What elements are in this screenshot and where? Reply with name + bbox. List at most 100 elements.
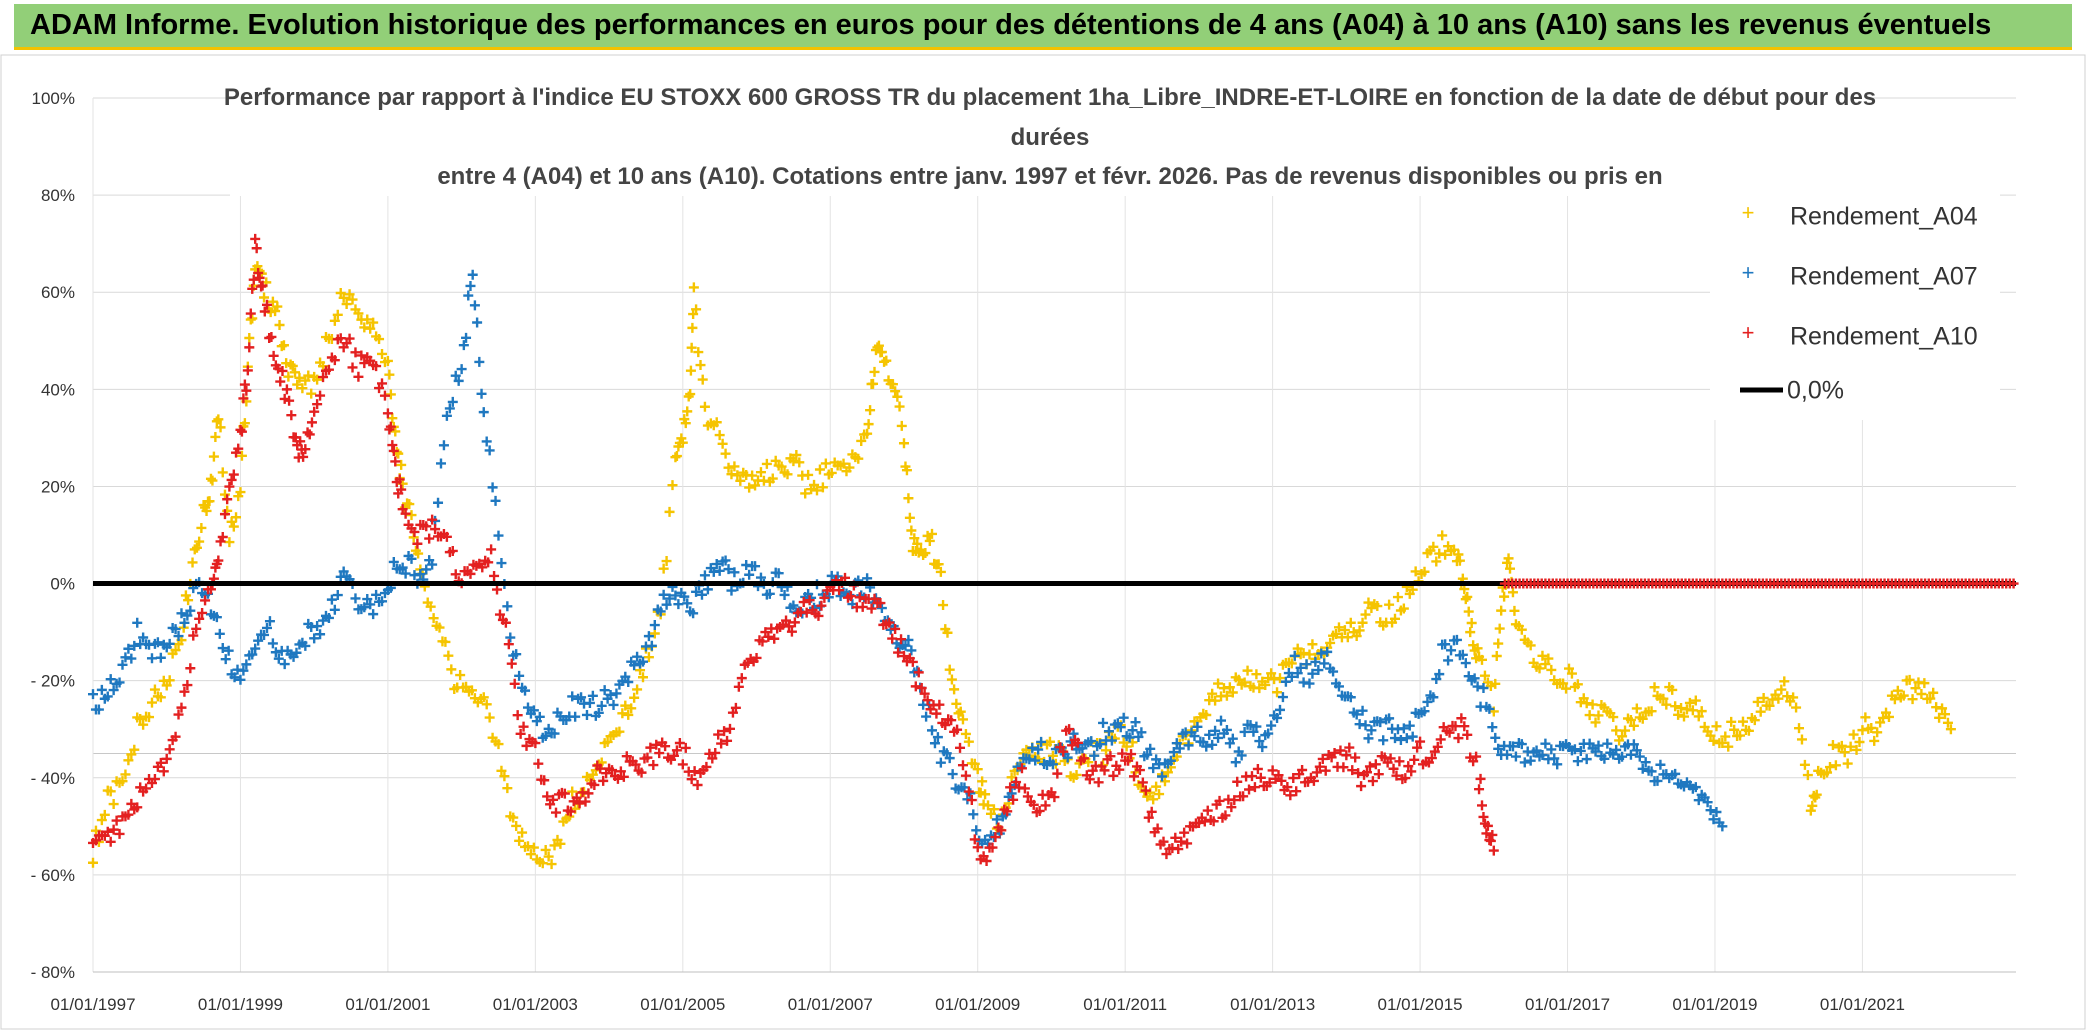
data-point — [1277, 692, 1288, 703]
data-point — [525, 849, 536, 860]
data-point — [283, 371, 294, 382]
data-point — [1363, 597, 1374, 608]
data-point — [1266, 720, 1277, 731]
data-point — [671, 451, 682, 462]
data-point — [791, 449, 802, 460]
data-point — [1910, 683, 1921, 694]
data-point — [1044, 736, 1055, 747]
data-point — [1115, 722, 1126, 733]
data-point — [629, 660, 640, 671]
data-point — [567, 691, 578, 702]
data-point — [1485, 835, 1496, 846]
data-point — [1360, 609, 1371, 620]
data-point — [1078, 753, 1089, 764]
data-point — [764, 588, 775, 599]
data-point — [688, 282, 699, 293]
data-point — [273, 653, 284, 664]
data-point — [927, 528, 938, 539]
data-point — [1478, 811, 1489, 822]
data-point — [673, 599, 684, 610]
data-point — [123, 755, 134, 766]
data-point — [1537, 650, 1548, 661]
data-point — [1945, 724, 1956, 735]
data-point — [834, 585, 845, 596]
data-point — [1546, 744, 1557, 755]
data-point — [347, 294, 358, 305]
data-point — [515, 728, 526, 739]
data-point — [474, 356, 485, 367]
data-point — [1758, 692, 1769, 703]
data-point — [1401, 733, 1412, 744]
data-point — [105, 674, 116, 685]
data-point — [1457, 649, 1468, 660]
data-point — [450, 370, 461, 381]
data-point — [722, 735, 733, 746]
data-point — [614, 726, 625, 737]
data-point — [362, 314, 373, 325]
data-point — [267, 638, 278, 649]
data-point — [99, 809, 110, 820]
data-point — [786, 626, 797, 637]
x-tick-label: 01/01/2003 — [493, 995, 578, 1014]
data-point — [1357, 617, 1368, 628]
data-point — [222, 494, 233, 505]
data-point — [371, 589, 382, 600]
data-point — [268, 350, 279, 361]
data-point — [394, 474, 405, 485]
data-point — [1320, 765, 1331, 776]
data-point — [933, 559, 944, 570]
data-point — [412, 538, 423, 549]
data-point — [223, 645, 234, 656]
data-point — [1581, 698, 1592, 709]
data-point — [629, 692, 640, 703]
data-point — [1232, 776, 1243, 787]
data-point — [1499, 591, 1510, 602]
data-point — [1373, 769, 1384, 780]
data-point — [300, 444, 311, 455]
data-point — [1067, 740, 1078, 751]
data-point — [1690, 782, 1701, 793]
data-point — [315, 629, 326, 640]
data-point — [991, 814, 1002, 825]
data-point — [1210, 725, 1221, 736]
data-point — [583, 788, 594, 799]
data-point — [1717, 737, 1728, 748]
data-point — [1460, 594, 1471, 605]
data-point — [733, 681, 744, 692]
data-point — [820, 458, 831, 469]
data-point — [1412, 742, 1423, 753]
data-point — [540, 730, 551, 741]
data-point — [161, 680, 172, 691]
data-point — [664, 593, 675, 604]
data-point — [1566, 668, 1577, 679]
data-point — [1471, 751, 1482, 762]
data-point — [318, 372, 329, 383]
data-point — [441, 410, 452, 421]
data-point — [1124, 732, 1135, 743]
data-point — [654, 748, 665, 759]
data-point — [1345, 617, 1356, 628]
data-point — [788, 456, 799, 467]
data-point — [236, 426, 247, 437]
data-point — [1410, 566, 1421, 577]
data-point — [868, 378, 879, 389]
data-point — [1189, 731, 1200, 742]
data-point — [1435, 734, 1446, 745]
data-point — [1593, 710, 1604, 721]
x-tick-label: 01/01/2009 — [935, 995, 1020, 1014]
data-point — [1089, 750, 1100, 761]
data-point — [910, 681, 921, 692]
data-point — [801, 607, 812, 618]
data-point — [508, 812, 519, 823]
data-point — [894, 401, 905, 412]
data-point — [102, 826, 113, 837]
data-point — [1443, 655, 1454, 666]
data-point — [1693, 711, 1704, 722]
y-tick-label: 20% — [41, 477, 75, 496]
data-point — [241, 385, 252, 396]
data-point — [987, 842, 998, 853]
data-point — [1466, 617, 1477, 628]
data-point — [587, 690, 598, 701]
data-point — [1274, 673, 1285, 684]
